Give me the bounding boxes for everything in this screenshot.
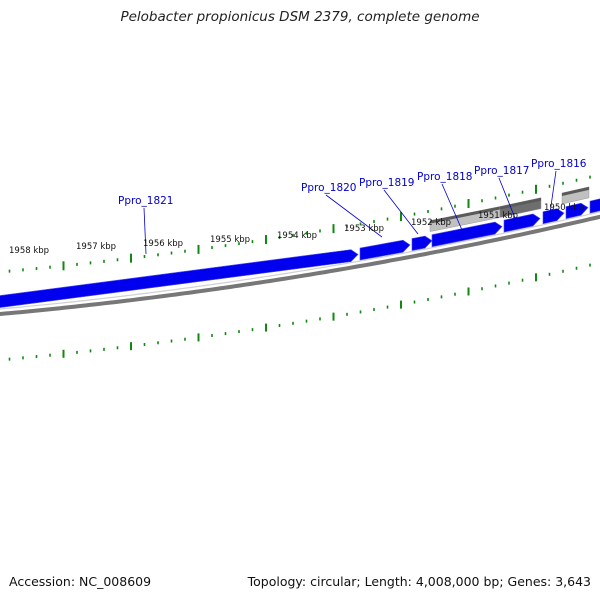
topology-summary: Topology: circular; Length: 4,008,000 bp… xyxy=(247,574,591,589)
feature-block-edge xyxy=(562,186,589,197)
gene-label-link[interactable]: Ppro_1821 xyxy=(118,195,173,207)
cds-arrow[interactable] xyxy=(411,235,433,251)
cds-arrow[interactable] xyxy=(0,249,359,309)
cds-track xyxy=(0,198,600,309)
outer-scale-ruler xyxy=(8,175,591,273)
backbone-outer-line xyxy=(0,214,600,317)
cds-arrow[interactable] xyxy=(359,239,411,261)
gene-leader-line xyxy=(498,177,518,224)
gene-leader-line xyxy=(383,189,419,235)
scale-label: 1957 kbp xyxy=(76,242,116,252)
genome-backbone xyxy=(0,211,600,317)
cds-arrow[interactable] xyxy=(503,213,541,233)
gene-label-link[interactable]: Ppro_1820 xyxy=(301,182,356,194)
cds-arrow[interactable] xyxy=(431,221,503,248)
gene-leader-line xyxy=(548,170,557,221)
scale-label: 1953 kbp xyxy=(344,224,384,234)
accession-text: Accession: NC_008609 xyxy=(9,574,152,589)
gene-leader-line xyxy=(143,207,147,255)
inner-scale-ruler xyxy=(8,263,591,361)
feature-block-edge xyxy=(430,206,500,224)
gene-label-link[interactable]: Ppro_1816 xyxy=(531,158,587,170)
scale-label: 1950 kbp xyxy=(544,203,584,213)
scale-label: 1952 kbp xyxy=(411,218,451,228)
scale-label: 1958 kbp xyxy=(9,246,49,256)
cds-arrow[interactable] xyxy=(565,202,589,219)
gene-label-link[interactable]: Ppro_1818 xyxy=(417,171,472,183)
gene-label-link[interactable]: Ppro_1819 xyxy=(359,177,414,189)
scale-label: 1954 kbp xyxy=(277,231,317,241)
genome-title: Pelobacter propionicus DSM 2379, complet… xyxy=(120,9,480,25)
cds-arrow[interactable] xyxy=(542,208,565,225)
cds-arrow[interactable] xyxy=(589,198,600,214)
scale-label: 1951 kbp xyxy=(478,211,518,221)
backbone-inner-line xyxy=(0,211,600,310)
gene-label-link[interactable]: Ppro_1817 xyxy=(474,165,529,177)
gene-leader-line xyxy=(441,183,463,231)
scale-labels: 1958 kbp 1957 kbp 1956 kbp 1955 kbp 1954 kbp… xyxy=(9,203,584,256)
scale-label: 1955 kbp xyxy=(210,235,250,245)
scale-label: 1956 kbp xyxy=(143,239,183,249)
gene-leader-line xyxy=(325,194,383,238)
